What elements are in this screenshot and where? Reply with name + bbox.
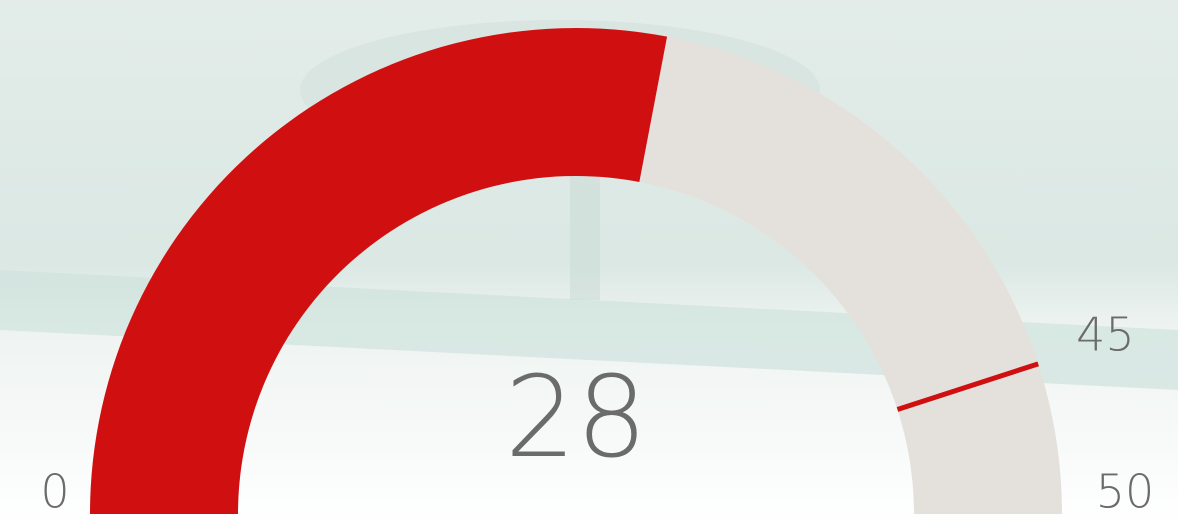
- max-label: 50: [1096, 465, 1155, 519]
- target-label: 45: [1076, 307, 1135, 361]
- gauge-chart: 0 50 28 45: [0, 0, 1178, 527]
- value-label: 28: [505, 353, 648, 483]
- page: {"chart_data": {"type": "gauge", "value"…: [0, 0, 1178, 527]
- min-label: 0: [40, 465, 69, 519]
